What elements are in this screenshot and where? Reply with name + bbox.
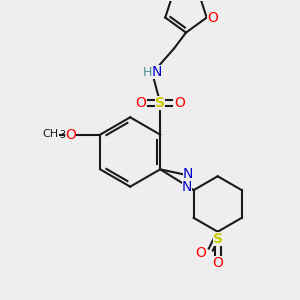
Text: O: O [135, 96, 146, 110]
Text: O: O [65, 128, 76, 142]
Text: N: N [152, 65, 162, 79]
Text: CH: CH [43, 129, 59, 139]
Text: O: O [212, 256, 223, 270]
Text: 3: 3 [59, 130, 66, 140]
Text: H: H [142, 66, 152, 79]
Text: O: O [175, 96, 185, 110]
Text: N: N [183, 167, 193, 181]
Text: O: O [195, 245, 206, 260]
Text: S: S [213, 232, 223, 246]
Text: O: O [207, 11, 218, 25]
Text: N: N [182, 180, 192, 194]
Text: S: S [155, 96, 165, 110]
